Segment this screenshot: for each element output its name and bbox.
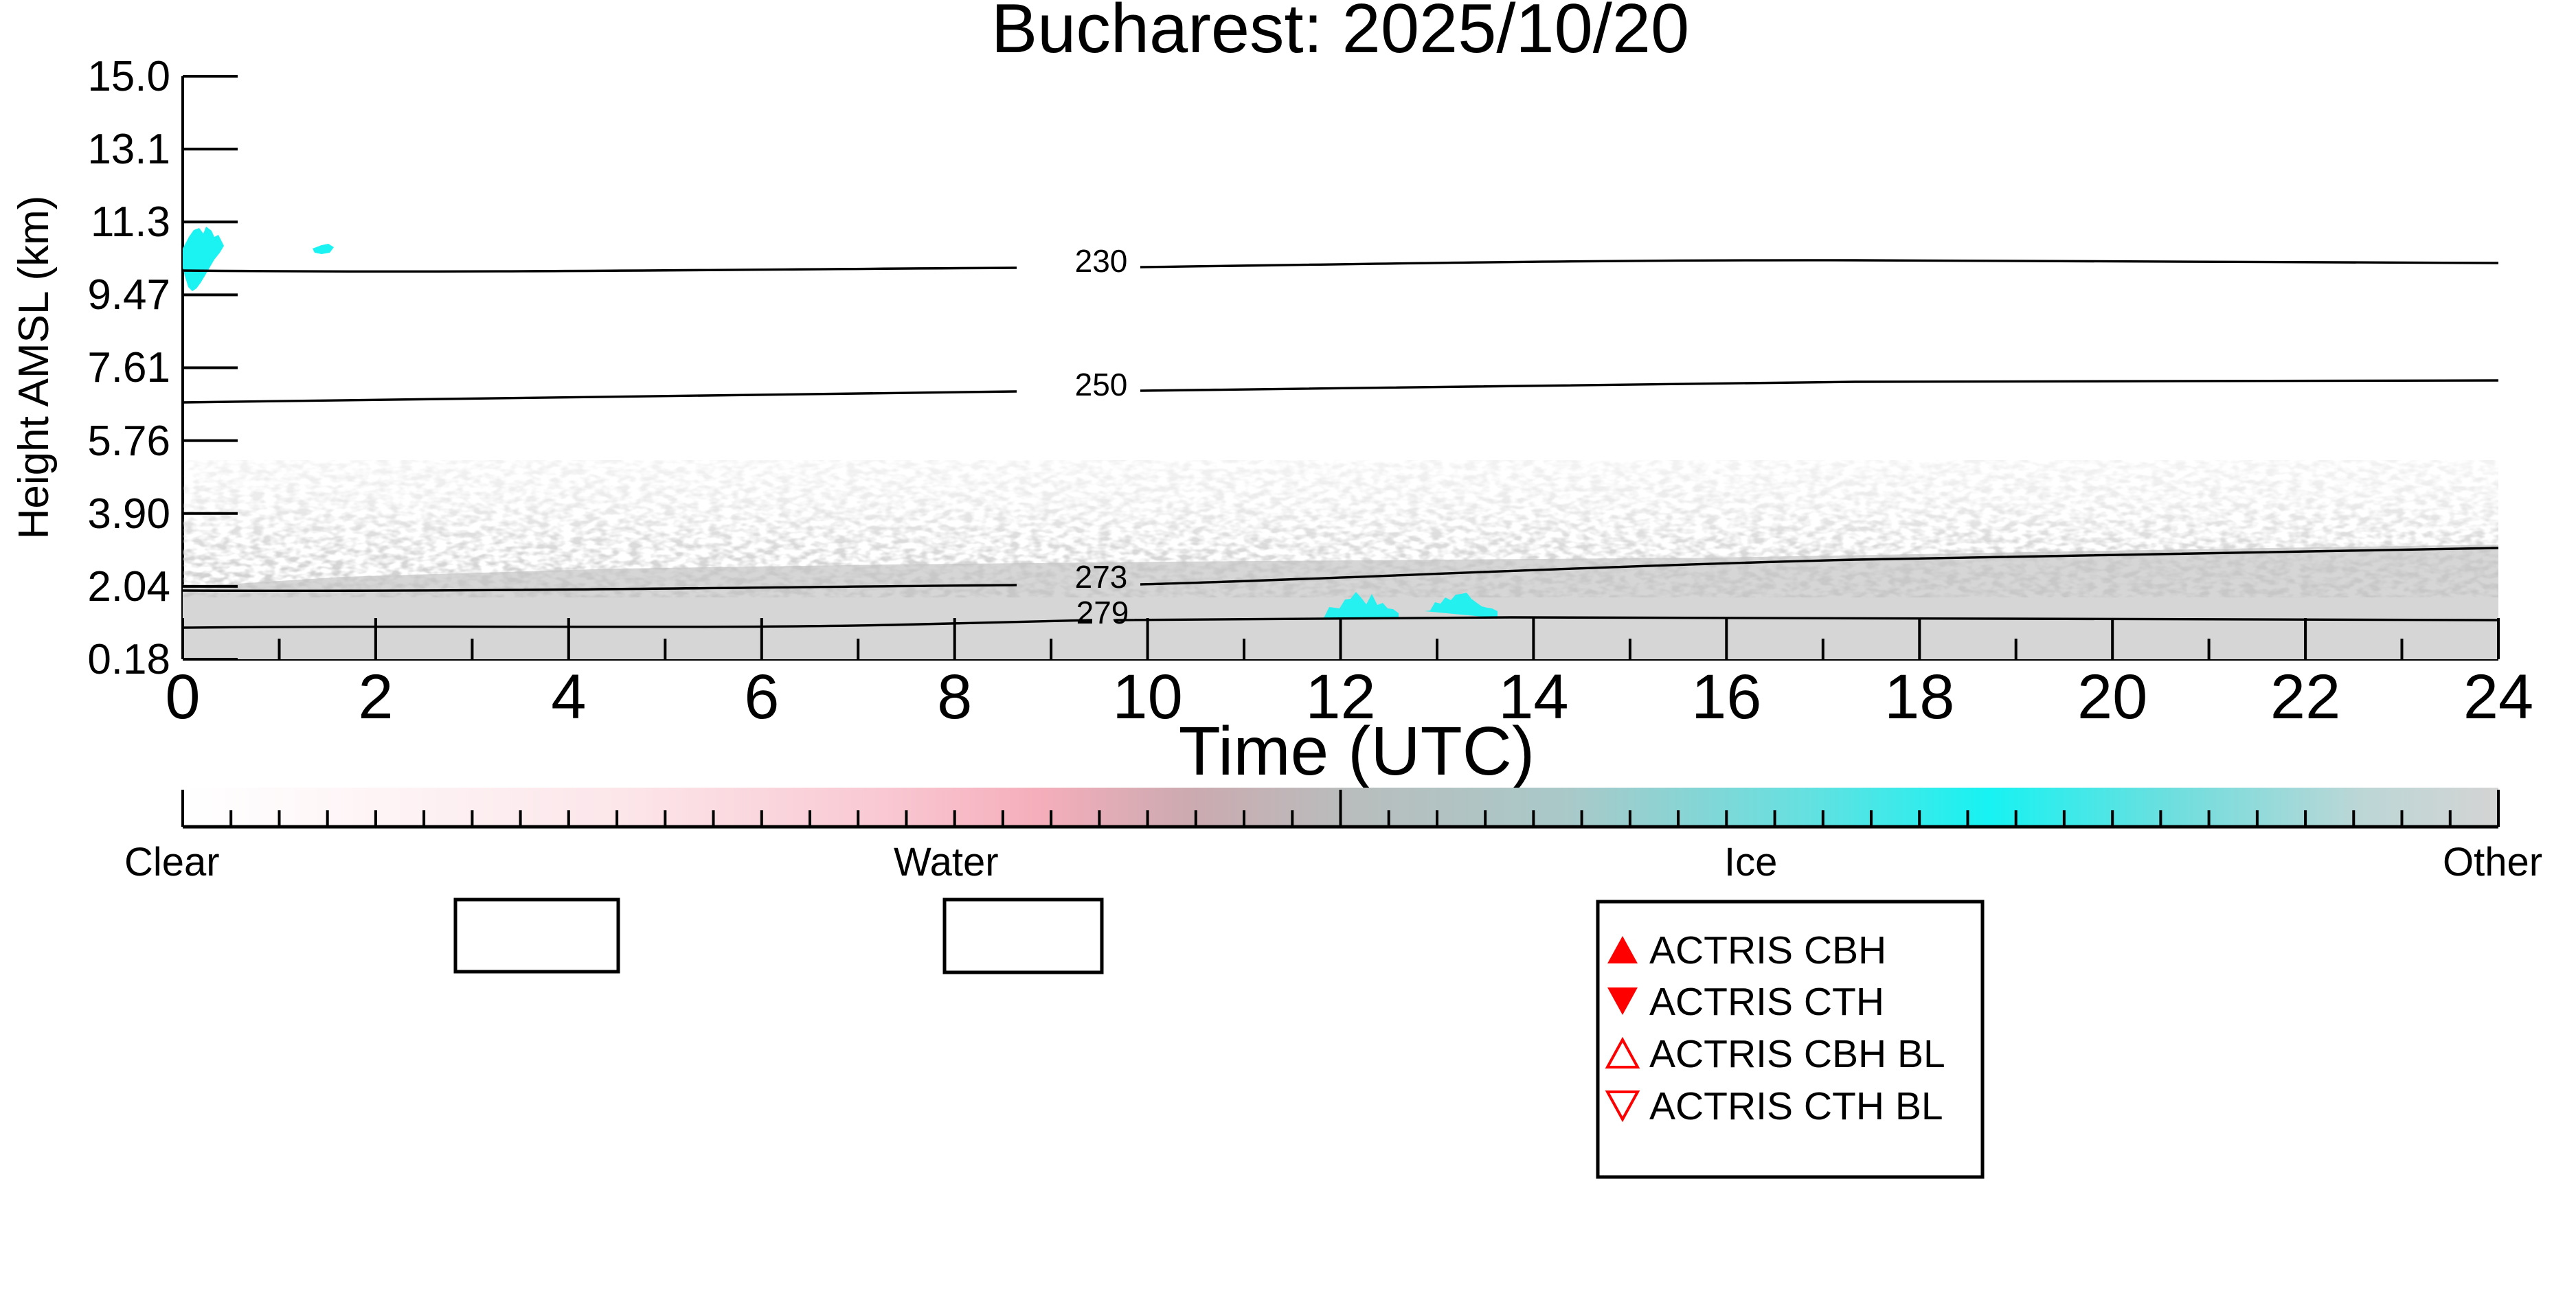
svg-text:6: 6 [744,662,779,732]
svg-text:8: 8 [937,662,972,732]
svg-text:Ice: Ice [1724,840,1777,884]
svg-text:0: 0 [165,662,200,732]
svg-text:Water: Water [894,840,999,884]
svg-text:230: 230 [1075,243,1128,279]
svg-text:3.90: 3.90 [87,490,170,538]
svg-text:18: 18 [1884,662,1954,732]
svg-text:250: 250 [1075,367,1128,402]
svg-text:20: 20 [2077,662,2147,732]
svg-text:Clear: Clear [124,840,220,884]
svg-text:24: 24 [2463,662,2533,732]
svg-text:10: 10 [1112,662,1182,732]
svg-text:22: 22 [2270,662,2340,732]
svg-text:0.18: 0.18 [87,636,170,683]
svg-text:16: 16 [1691,662,1761,732]
svg-text:ACTRIS CTH BL: ACTRIS CTH BL [1649,1084,1943,1128]
svg-text:Time (UTC): Time (UTC) [1179,713,1535,790]
svg-text:5.76: 5.76 [87,418,170,465]
svg-text:ACTRIS CBH: ACTRIS CBH [1649,928,1886,972]
svg-text:Height AMSL (km): Height AMSL (km) [10,196,58,540]
svg-text:13.1: 13.1 [87,126,170,173]
svg-text:ACTRIS CTH: ACTRIS CTH [1649,980,1884,1024]
svg-text:2: 2 [358,662,393,732]
svg-text:15.0: 15.0 [87,53,170,100]
svg-text:ACTRIS CBH BL: ACTRIS CBH BL [1649,1032,1945,1076]
svg-text:Other: Other [2443,840,2542,884]
svg-text:4: 4 [551,662,586,732]
svg-text:Bucharest: 2025/10/20: Bucharest: 2025/10/20 [991,0,1689,67]
svg-text:273: 273 [1075,559,1128,595]
svg-text:11.3: 11.3 [91,198,170,246]
svg-text:7.61: 7.61 [87,344,170,391]
svg-text:2.04: 2.04 [87,563,170,610]
svg-text:9.47: 9.47 [87,271,170,319]
svg-text:279: 279 [1076,595,1129,630]
